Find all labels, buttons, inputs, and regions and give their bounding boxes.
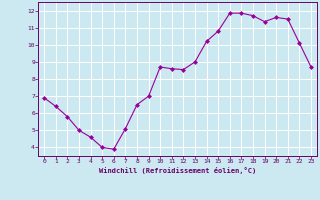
X-axis label: Windchill (Refroidissement éolien,°C): Windchill (Refroidissement éolien,°C)	[99, 167, 256, 174]
